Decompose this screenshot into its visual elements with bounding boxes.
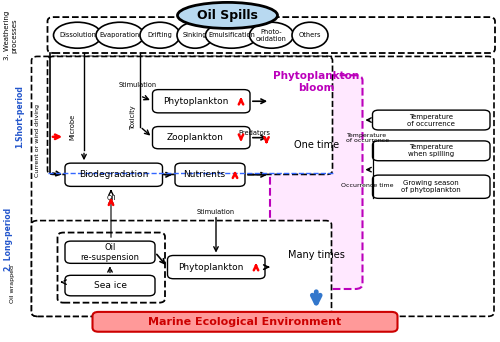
Text: Growing season
of phytoplankton: Growing season of phytoplankton — [402, 180, 461, 193]
Text: Emulsification: Emulsification — [208, 32, 255, 38]
Text: Sinking: Sinking — [183, 32, 208, 38]
Text: Predators: Predators — [238, 130, 270, 136]
FancyBboxPatch shape — [372, 110, 490, 130]
Text: Biodegradation: Biodegradation — [79, 170, 148, 179]
Text: Drifting: Drifting — [148, 32, 172, 38]
FancyBboxPatch shape — [175, 163, 245, 186]
FancyBboxPatch shape — [372, 175, 490, 198]
Text: Many times: Many times — [288, 250, 345, 260]
Text: Stimulation: Stimulation — [118, 82, 156, 88]
Ellipse shape — [54, 22, 102, 48]
FancyBboxPatch shape — [152, 127, 250, 149]
Ellipse shape — [292, 22, 328, 48]
FancyBboxPatch shape — [58, 233, 165, 303]
FancyBboxPatch shape — [65, 275, 155, 296]
Text: Others: Others — [299, 32, 321, 38]
FancyBboxPatch shape — [65, 241, 155, 263]
Text: Zooplankton: Zooplankton — [167, 133, 224, 142]
Text: Temperature
of occurrence: Temperature of occurrence — [408, 114, 455, 127]
Text: Toxicity: Toxicity — [130, 104, 136, 129]
Text: Dissolution: Dissolution — [59, 32, 96, 38]
FancyBboxPatch shape — [65, 163, 162, 186]
FancyBboxPatch shape — [372, 141, 490, 161]
Text: 1.Short-period: 1.Short-period — [16, 85, 24, 148]
Ellipse shape — [206, 22, 258, 48]
Text: Temperature
when spilling: Temperature when spilling — [408, 144, 455, 157]
FancyBboxPatch shape — [48, 17, 495, 53]
Text: 2. Long-period: 2. Long-period — [4, 208, 14, 271]
FancyBboxPatch shape — [92, 312, 398, 332]
Text: Microbe: Microbe — [70, 114, 75, 140]
Text: 3. Weathering
processes: 3. Weathering processes — [4, 11, 18, 60]
FancyBboxPatch shape — [152, 90, 250, 113]
FancyBboxPatch shape — [48, 56, 333, 174]
Text: Stimulation: Stimulation — [197, 209, 235, 215]
FancyBboxPatch shape — [168, 255, 265, 279]
Text: Occurrence time: Occurrence time — [341, 183, 394, 188]
Ellipse shape — [177, 22, 213, 48]
Text: Current or wind driving: Current or wind driving — [35, 104, 40, 177]
Text: Evaporation: Evaporation — [100, 32, 140, 38]
Text: Temperature
of occurrence: Temperature of occurrence — [346, 133, 389, 144]
Text: Nutrients: Nutrients — [184, 170, 226, 179]
Text: Photo-
oxidation: Photo- oxidation — [256, 29, 287, 42]
Ellipse shape — [250, 22, 294, 48]
Text: Oil Spills: Oil Spills — [197, 9, 258, 22]
Text: Phytoplankton: Phytoplankton — [162, 97, 228, 106]
Ellipse shape — [96, 22, 144, 48]
Ellipse shape — [178, 2, 278, 28]
Ellipse shape — [140, 22, 180, 48]
FancyBboxPatch shape — [270, 75, 362, 289]
FancyBboxPatch shape — [32, 56, 494, 316]
FancyBboxPatch shape — [32, 221, 332, 316]
Text: One time: One time — [294, 140, 339, 150]
Text: Marine Ecological Environment: Marine Ecological Environment — [148, 317, 342, 327]
Text: Oil
re-suspension: Oil re-suspension — [80, 242, 140, 262]
Text: Sea ice: Sea ice — [94, 281, 126, 290]
Text: Oil: Oil — [106, 195, 116, 201]
Text: Phytoplankton: Phytoplankton — [178, 263, 243, 272]
Text: Oil wrapped: Oil wrapped — [10, 265, 15, 303]
Text: Phytoplankton
bloom: Phytoplankton bloom — [274, 71, 360, 93]
